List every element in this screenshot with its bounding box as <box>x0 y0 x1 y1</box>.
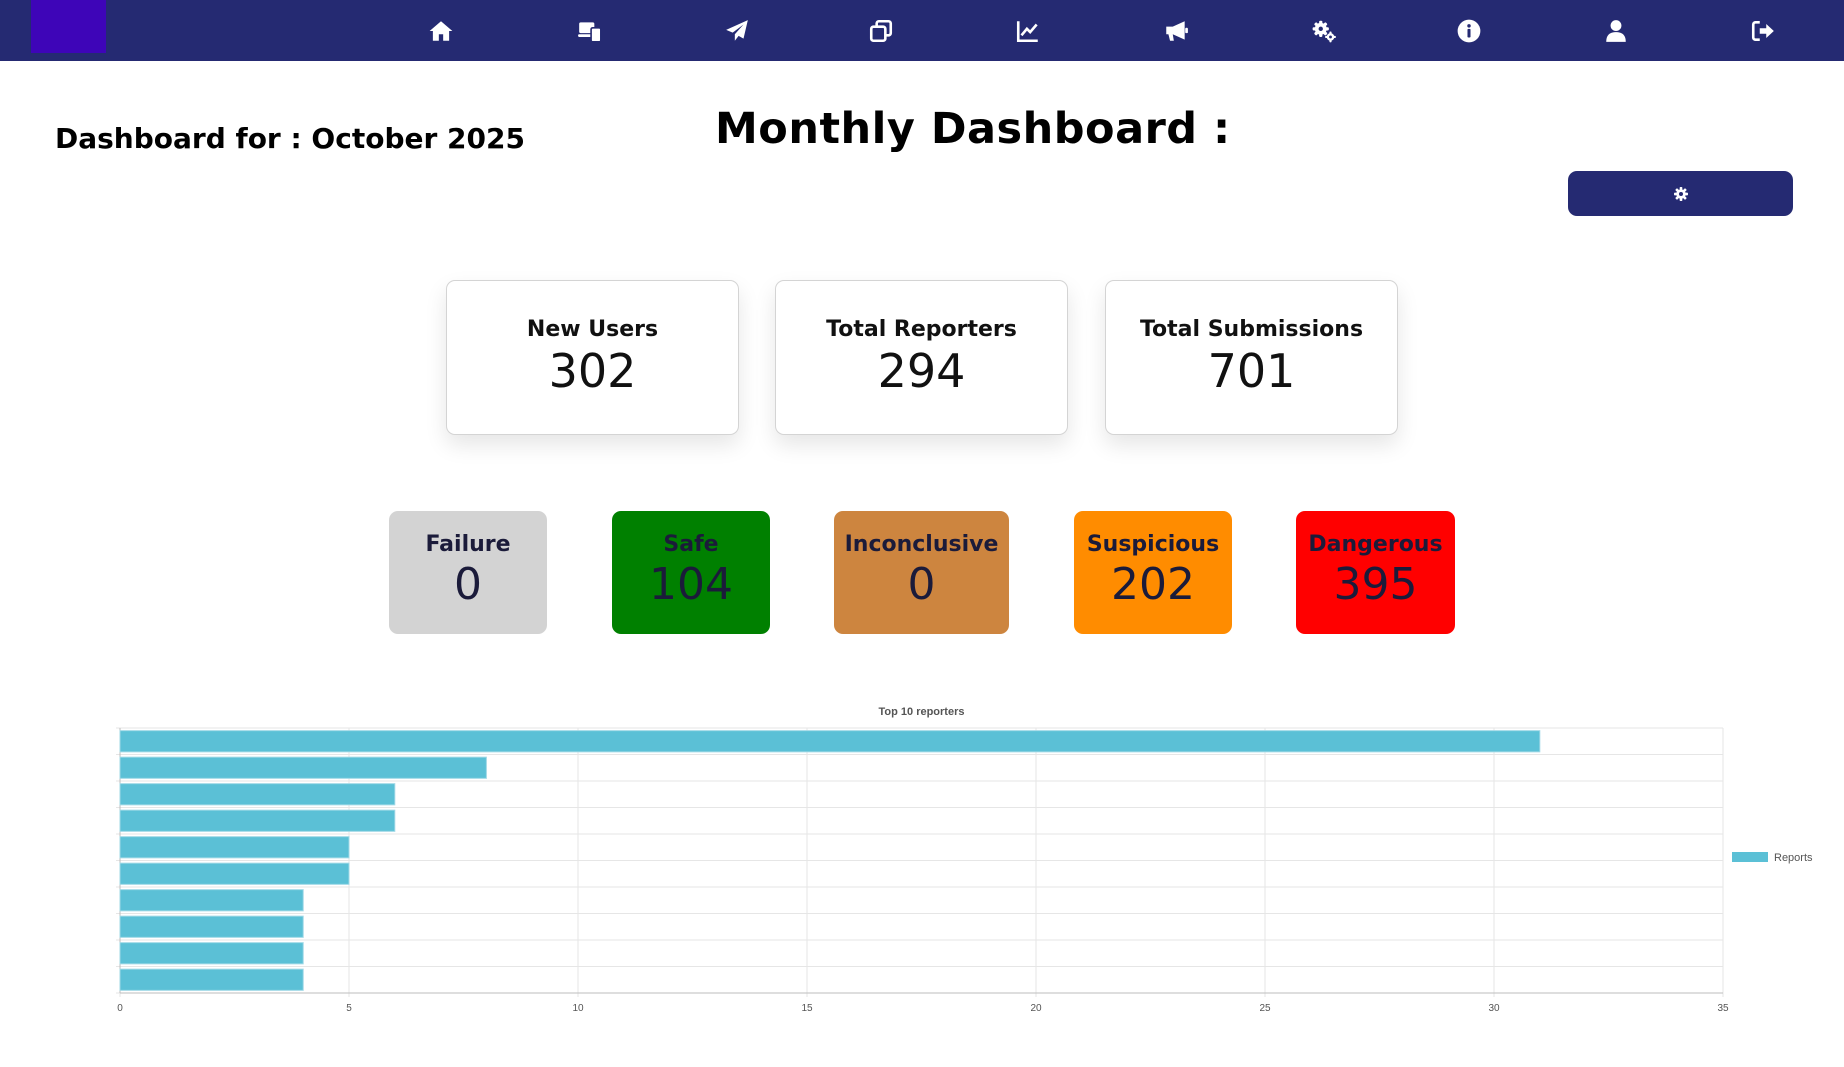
logo[interactable] <box>31 0 106 53</box>
verdict-label: Dangerous <box>1308 532 1443 557</box>
verdict-card-dangerous[interactable]: Dangerous 395 <box>1296 511 1455 634</box>
top-navbar <box>0 0 1844 61</box>
chart-bar <box>119 862 350 885</box>
chart-bar <box>119 836 350 859</box>
verdict-label: Suspicious <box>1086 532 1220 557</box>
stat-value: 701 <box>1207 344 1296 398</box>
x-tick-label: 30 <box>1488 1003 1500 1014</box>
home-icon[interactable] <box>426 16 456 46</box>
verdict-label: Safe <box>663 532 719 557</box>
x-tick-label: 15 <box>801 1003 813 1014</box>
logout-icon[interactable] <box>1748 16 1778 46</box>
verdict-label: Inconclusive <box>844 532 999 557</box>
chart-bar <box>119 809 396 832</box>
windows-icon[interactable] <box>866 16 896 46</box>
info-icon[interactable] <box>1454 16 1484 46</box>
chart-bar <box>119 730 1541 753</box>
chart-bar <box>119 968 304 991</box>
settings-button[interactable] <box>1568 171 1793 216</box>
verdict-card-suspicious[interactable]: Suspicious 202 <box>1074 511 1232 634</box>
gears-icon[interactable] <box>1309 16 1339 46</box>
verdict-value: 104 <box>649 559 733 610</box>
paper-plane-icon[interactable] <box>722 16 752 46</box>
verdict-card-failure[interactable]: Failure 0 <box>389 511 547 634</box>
verdict-value: 0 <box>907 559 936 610</box>
verdict-value: 0 <box>454 559 482 610</box>
x-tick-label: 5 <box>346 1003 352 1014</box>
chart-bar <box>119 942 304 965</box>
top-reporters-chart-svg: Top 10 reporters 0 5 10 15 20 25 30 35 Reports <box>116 706 1813 1014</box>
stat-label: Total Submissions <box>1139 317 1364 342</box>
x-tick-label: 20 <box>1030 1003 1042 1014</box>
verdict-card-safe[interactable]: Safe 104 <box>612 511 770 634</box>
gear-icon <box>1673 186 1688 201</box>
page-title: Monthly Dashboard : <box>715 104 1231 154</box>
verdict-value: 202 <box>1111 559 1195 610</box>
chart-title: Top 10 reporters <box>879 706 965 718</box>
verdict-label: Failure <box>425 532 511 557</box>
stat-label: New Users <box>526 317 659 342</box>
x-tick-label: 25 <box>1259 1003 1271 1014</box>
legend-label: Reports <box>1774 852 1813 864</box>
line-chart-icon[interactable] <box>1013 16 1043 46</box>
top-reporters-chart: Top 10 reporters 0 5 10 15 20 25 30 35 Reports <box>0 700 1844 1030</box>
chart-bar <box>119 756 487 779</box>
x-tick-label: 0 <box>117 1003 123 1014</box>
chart-bar <box>119 915 304 938</box>
legend-swatch <box>1732 852 1768 862</box>
megaphone-icon[interactable] <box>1161 16 1191 46</box>
devices-icon[interactable] <box>575 16 605 46</box>
stat-card-total-submissions: Total Submissions 701 <box>1105 280 1398 435</box>
chart-bar <box>119 889 304 912</box>
x-tick-label: 10 <box>572 1003 584 1014</box>
stat-value: 302 <box>548 344 637 398</box>
x-tick-label: 35 <box>1717 1003 1729 1014</box>
user-icon[interactable] <box>1601 16 1631 46</box>
stat-card-total-reporters: Total Reporters 294 <box>775 280 1068 435</box>
chart-bar <box>119 783 396 806</box>
stat-card-new-users: New Users 302 <box>446 280 739 435</box>
verdict-card-inconclusive[interactable]: Inconclusive 0 <box>834 511 1009 634</box>
stat-value: 294 <box>877 344 966 398</box>
verdict-value: 395 <box>1333 559 1418 610</box>
dashboard-period-label: Dashboard for : October 2025 <box>55 122 525 155</box>
stat-label: Total Reporters <box>826 317 1017 342</box>
